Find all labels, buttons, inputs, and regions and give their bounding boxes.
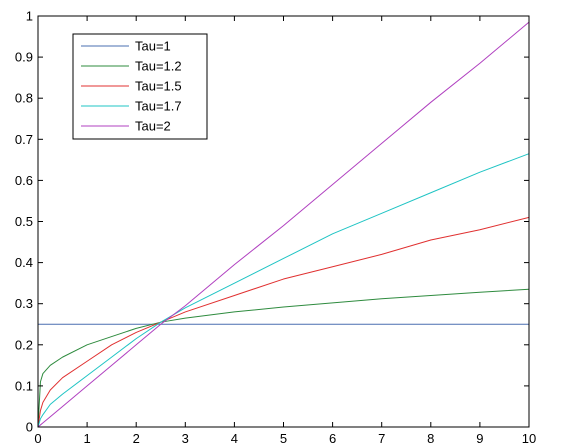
y-tick-label: 0 [26, 420, 33, 435]
legend-label-0: Tau=1 [135, 39, 171, 54]
x-tick-label: 2 [133, 431, 140, 446]
legend-label-3: Tau=1.7 [135, 99, 182, 114]
x-tick-label: 1 [83, 431, 90, 446]
y-tick-label: 0.1 [15, 378, 33, 393]
y-tick-label: 0.9 [15, 50, 33, 65]
y-tick-label: 0.6 [15, 173, 33, 188]
x-tick-label: 10 [522, 431, 536, 446]
y-tick-label: 0.2 [15, 337, 33, 352]
y-tick-label: 0.7 [15, 132, 33, 147]
y-tick-label: 0.8 [15, 91, 33, 106]
x-tick-label: 7 [378, 431, 385, 446]
x-tick-label: 5 [280, 431, 287, 446]
series-line-4 [37, 21, 530, 428]
x-tick-label: 0 [34, 431, 41, 446]
x-tick-label: 3 [182, 431, 189, 446]
y-tick-label: 0.4 [15, 255, 33, 270]
legend: Tau=1 Tau=1.2 Tau=1.5 Tau=1.7 Tau=2 [72, 33, 208, 140]
legend-label-1: Tau=1.2 [135, 59, 182, 74]
x-tick-label: 9 [476, 431, 483, 446]
x-tick-label: 8 [427, 431, 434, 446]
x-tick-label: 6 [329, 431, 336, 446]
legend-label-2: Tau=1.5 [135, 79, 182, 94]
series-layer [37, 21, 530, 428]
axis-ticks: 0 1 2 3 4 5 6 7 8 9 10 0 0.1 0.2 0.3 0.4 0.5 0.6 0.7 0.8 0.9… [15, 9, 536, 447]
y-tick-label: 0.3 [15, 296, 33, 311]
legend-label-4: Tau=2 [135, 119, 171, 134]
y-tick-label: 1 [26, 9, 33, 24]
x-tick-label: 4 [231, 431, 238, 446]
y-tick-label: 0.5 [15, 214, 33, 229]
series-line-3 [37, 153, 530, 428]
